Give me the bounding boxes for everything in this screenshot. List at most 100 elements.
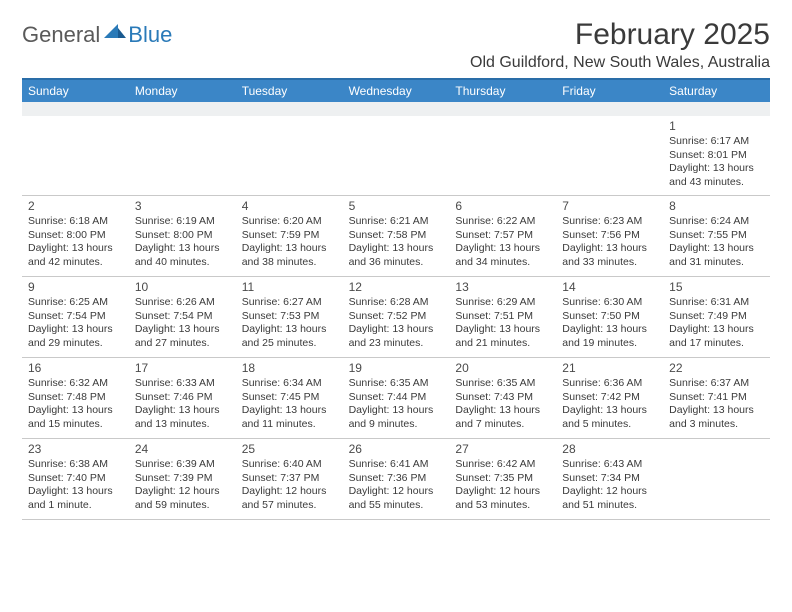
sunset-text: Sunset: 7:40 PM <box>28 472 123 485</box>
daylight-text: Daylight: 13 hours and 36 minutes. <box>349 242 444 269</box>
daylight-text: Daylight: 13 hours and 27 minutes. <box>135 323 230 350</box>
weekday-sunday: Sunday <box>22 80 129 102</box>
day-empty <box>236 116 343 195</box>
sunset-text: Sunset: 7:52 PM <box>349 310 444 323</box>
sunrise-text: Sunrise: 6:40 AM <box>242 458 337 471</box>
daylight-text: Daylight: 13 hours and 13 minutes. <box>135 404 230 431</box>
daylight-text: Daylight: 13 hours and 34 minutes. <box>455 242 550 269</box>
day-number: 16 <box>28 361 123 376</box>
daylight-text: Daylight: 13 hours and 7 minutes. <box>455 404 550 431</box>
title-block: February 2025 Old Guildford, New South W… <box>470 18 770 72</box>
day-number: 4 <box>242 199 337 214</box>
day-empty <box>449 116 556 195</box>
sunrise-text: Sunrise: 6:18 AM <box>28 215 123 228</box>
sunset-text: Sunset: 7:58 PM <box>349 229 444 242</box>
day-cell: 17Sunrise: 6:33 AMSunset: 7:46 PMDayligh… <box>129 358 236 438</box>
weekday-thursday: Thursday <box>449 80 556 102</box>
sunrise-text: Sunrise: 6:25 AM <box>28 296 123 309</box>
day-number: 24 <box>135 442 230 457</box>
sunset-text: Sunset: 7:54 PM <box>135 310 230 323</box>
sunset-text: Sunset: 8:00 PM <box>28 229 123 242</box>
day-cell: 28Sunrise: 6:43 AMSunset: 7:34 PMDayligh… <box>556 439 663 519</box>
sunrise-text: Sunrise: 6:33 AM <box>135 377 230 390</box>
sunrise-text: Sunrise: 6:26 AM <box>135 296 230 309</box>
day-number: 27 <box>455 442 550 457</box>
day-number: 17 <box>135 361 230 376</box>
sunrise-text: Sunrise: 6:32 AM <box>28 377 123 390</box>
sunset-text: Sunset: 7:39 PM <box>135 472 230 485</box>
day-empty <box>129 116 236 195</box>
sunset-text: Sunset: 7:34 PM <box>562 472 657 485</box>
sunset-text: Sunset: 7:51 PM <box>455 310 550 323</box>
sunset-text: Sunset: 7:59 PM <box>242 229 337 242</box>
day-number: 1 <box>669 119 764 134</box>
sunset-text: Sunset: 7:46 PM <box>135 391 230 404</box>
day-number: 26 <box>349 442 444 457</box>
day-cell: 15Sunrise: 6:31 AMSunset: 7:49 PMDayligh… <box>663 277 770 357</box>
week-row: 23Sunrise: 6:38 AMSunset: 7:40 PMDayligh… <box>22 439 770 520</box>
weeks-container: 1Sunrise: 6:17 AMSunset: 8:01 PMDaylight… <box>22 116 770 520</box>
sunset-text: Sunset: 7:41 PM <box>669 391 764 404</box>
sunset-text: Sunset: 7:54 PM <box>28 310 123 323</box>
daylight-text: Daylight: 12 hours and 53 minutes. <box>455 485 550 512</box>
daylight-text: Daylight: 13 hours and 19 minutes. <box>562 323 657 350</box>
sunrise-text: Sunrise: 6:35 AM <box>455 377 550 390</box>
daylight-text: Daylight: 13 hours and 15 minutes. <box>28 404 123 431</box>
sunrise-text: Sunrise: 6:36 AM <box>562 377 657 390</box>
sunrise-text: Sunrise: 6:34 AM <box>242 377 337 390</box>
day-number: 18 <box>242 361 337 376</box>
sunrise-text: Sunrise: 6:20 AM <box>242 215 337 228</box>
logo-mark-icon <box>104 24 126 38</box>
logo: General Blue <box>22 22 172 48</box>
daylight-text: Daylight: 13 hours and 23 minutes. <box>349 323 444 350</box>
daylight-text: Daylight: 12 hours and 51 minutes. <box>562 485 657 512</box>
calendar-grid: SundayMondayTuesdayWednesdayThursdayFrid… <box>22 78 770 520</box>
day-cell: 22Sunrise: 6:37 AMSunset: 7:41 PMDayligh… <box>663 358 770 438</box>
daylight-text: Daylight: 13 hours and 3 minutes. <box>669 404 764 431</box>
day-cell: 9Sunrise: 6:25 AMSunset: 7:54 PMDaylight… <box>22 277 129 357</box>
sunrise-text: Sunrise: 6:42 AM <box>455 458 550 471</box>
day-cell: 27Sunrise: 6:42 AMSunset: 7:35 PMDayligh… <box>449 439 556 519</box>
day-cell: 12Sunrise: 6:28 AMSunset: 7:52 PMDayligh… <box>343 277 450 357</box>
day-number: 28 <box>562 442 657 457</box>
day-cell: 1Sunrise: 6:17 AMSunset: 8:01 PMDaylight… <box>663 116 770 195</box>
day-number: 9 <box>28 280 123 295</box>
day-cell: 5Sunrise: 6:21 AMSunset: 7:58 PMDaylight… <box>343 196 450 276</box>
sunset-text: Sunset: 7:48 PM <box>28 391 123 404</box>
day-cell: 21Sunrise: 6:36 AMSunset: 7:42 PMDayligh… <box>556 358 663 438</box>
week-row: 1Sunrise: 6:17 AMSunset: 8:01 PMDaylight… <box>22 116 770 196</box>
daylight-text: Daylight: 13 hours and 11 minutes. <box>242 404 337 431</box>
sunrise-text: Sunrise: 6:19 AM <box>135 215 230 228</box>
sunrise-text: Sunrise: 6:30 AM <box>562 296 657 309</box>
day-cell: 20Sunrise: 6:35 AMSunset: 7:43 PMDayligh… <box>449 358 556 438</box>
day-number: 6 <box>455 199 550 214</box>
sunrise-text: Sunrise: 6:37 AM <box>669 377 764 390</box>
calendar-page: General Blue February 2025 Old Guildford… <box>0 0 792 520</box>
day-cell: 4Sunrise: 6:20 AMSunset: 7:59 PMDaylight… <box>236 196 343 276</box>
daylight-text: Daylight: 13 hours and 25 minutes. <box>242 323 337 350</box>
day-cell: 6Sunrise: 6:22 AMSunset: 7:57 PMDaylight… <box>449 196 556 276</box>
sunset-text: Sunset: 7:42 PM <box>562 391 657 404</box>
day-number: 7 <box>562 199 657 214</box>
sunset-text: Sunset: 7:55 PM <box>669 229 764 242</box>
weekday-saturday: Saturday <box>663 80 770 102</box>
sunrise-text: Sunrise: 6:23 AM <box>562 215 657 228</box>
week-row: 2Sunrise: 6:18 AMSunset: 8:00 PMDaylight… <box>22 196 770 277</box>
daylight-text: Daylight: 12 hours and 55 minutes. <box>349 485 444 512</box>
day-empty <box>22 116 129 195</box>
day-cell: 16Sunrise: 6:32 AMSunset: 7:48 PMDayligh… <box>22 358 129 438</box>
sunrise-text: Sunrise: 6:24 AM <box>669 215 764 228</box>
week-row: 9Sunrise: 6:25 AMSunset: 7:54 PMDaylight… <box>22 277 770 358</box>
sunset-text: Sunset: 7:45 PM <box>242 391 337 404</box>
daylight-text: Daylight: 13 hours and 33 minutes. <box>562 242 657 269</box>
sunset-text: Sunset: 7:56 PM <box>562 229 657 242</box>
day-cell: 2Sunrise: 6:18 AMSunset: 8:00 PMDaylight… <box>22 196 129 276</box>
daylight-text: Daylight: 12 hours and 59 minutes. <box>135 485 230 512</box>
daylight-text: Daylight: 13 hours and 21 minutes. <box>455 323 550 350</box>
sunset-text: Sunset: 7:53 PM <box>242 310 337 323</box>
sunrise-text: Sunrise: 6:41 AM <box>349 458 444 471</box>
sunrise-text: Sunrise: 6:27 AM <box>242 296 337 309</box>
sunset-text: Sunset: 8:00 PM <box>135 229 230 242</box>
day-cell: 23Sunrise: 6:38 AMSunset: 7:40 PMDayligh… <box>22 439 129 519</box>
daylight-text: Daylight: 13 hours and 9 minutes. <box>349 404 444 431</box>
